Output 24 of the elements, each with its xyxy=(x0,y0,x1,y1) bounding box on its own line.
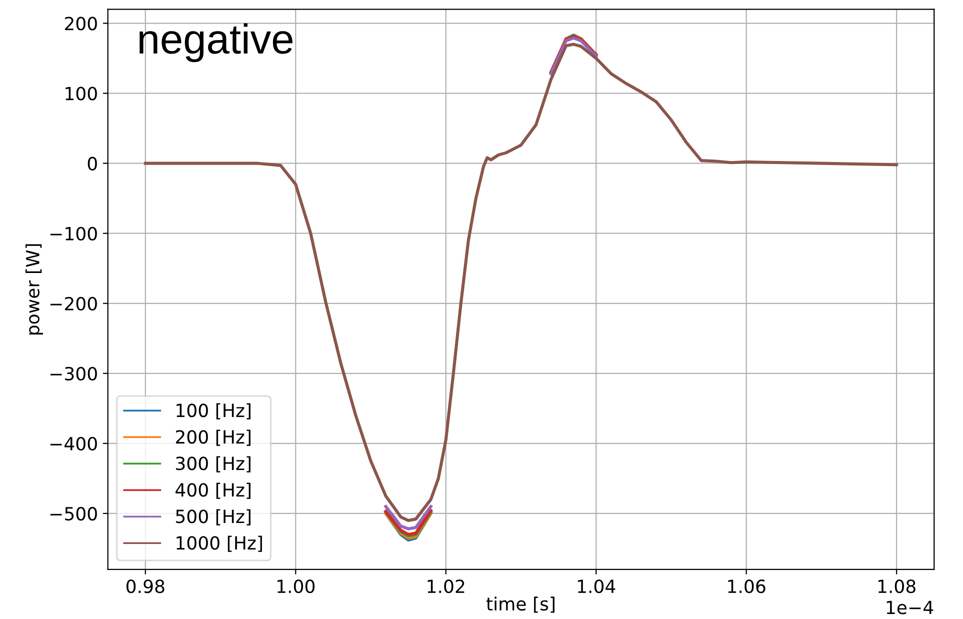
x-tick-label: 1.02 xyxy=(428,580,464,594)
chart-title: negative xyxy=(140,23,292,62)
x-tick-label: 1.06 xyxy=(728,580,766,594)
y-axis-title: power [W] xyxy=(26,244,43,334)
x-tick-label: 1.08 xyxy=(878,580,916,594)
x-axis-title: time [s] xyxy=(486,596,554,613)
x-tick-label: 0.98 xyxy=(126,580,164,594)
y-tick-label: −400 xyxy=(50,436,97,451)
legend-label: 500 [Hz] xyxy=(176,509,250,526)
y-tick-label: −500 xyxy=(50,506,97,521)
legend-label: 100 [Hz] xyxy=(176,403,250,420)
y-tick-label: −300 xyxy=(50,366,97,381)
legend-label: 400 [Hz] xyxy=(176,482,250,499)
y-tick-label: −200 xyxy=(50,296,97,311)
legend-label: 1000 [Hz] xyxy=(176,536,262,552)
y-tick-label: 100 xyxy=(66,86,97,100)
x-tick-label: 1.04 xyxy=(578,580,616,594)
y-tick-label: 200 xyxy=(64,16,97,30)
x-tick-label: 1.00 xyxy=(278,580,315,594)
y-tick-label: 0 xyxy=(88,156,97,170)
text: 1e−4 xyxy=(886,600,934,614)
legend-label: 300 [Hz] xyxy=(176,456,250,472)
y-tick-label: −100 xyxy=(50,226,97,240)
legend-label: 200 [Hz] xyxy=(176,430,250,446)
